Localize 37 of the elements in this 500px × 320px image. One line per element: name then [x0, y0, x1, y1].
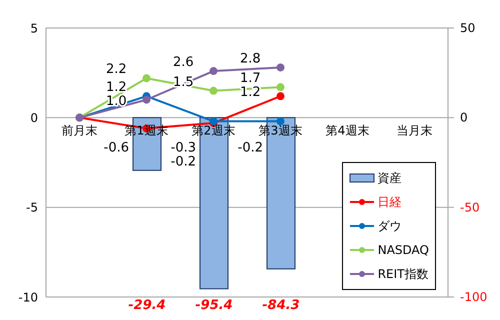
x-tick-label: 前月末 — [62, 124, 98, 138]
legend-label: NASDAQ — [378, 243, 429, 257]
point — [276, 117, 284, 126]
point — [210, 67, 218, 76]
legend-label: 資産 — [378, 170, 402, 186]
data-label: -29.4 — [128, 298, 166, 313]
legend-label: ダウ — [378, 218, 402, 234]
x-tick-label: 当月末 — [396, 124, 432, 138]
point — [276, 83, 284, 92]
data-label: 2.6 — [173, 55, 194, 70]
y2-tick-label: -50 — [460, 200, 480, 214]
data-label: 2.8 — [240, 51, 261, 66]
point — [142, 74, 150, 82]
y2-tick-label: 50 — [460, 21, 476, 35]
data-label: -0.3 — [170, 140, 196, 156]
y-tick-label: 5 — [30, 21, 38, 36]
data-label: 1.2 — [240, 85, 261, 100]
data-label: -0.2 — [238, 140, 264, 156]
y2-tick-label: -100 — [460, 290, 488, 304]
point — [276, 92, 284, 100]
y-tick-label: 0 — [30, 110, 38, 125]
data-label: -95.4 — [195, 298, 233, 313]
point — [142, 96, 150, 104]
data-label: 1.2 — [106, 80, 127, 96]
y2-tick-label: 0 — [460, 110, 468, 125]
y-tick-label: -5 — [26, 200, 38, 215]
point — [276, 63, 284, 72]
y-tick-label: -10 — [18, 290, 38, 304]
data-label: -84.3 — [262, 298, 300, 313]
x-tick-label: 第4週末 — [326, 124, 370, 138]
data-label: 1.7 — [240, 71, 261, 86]
point — [210, 86, 218, 95]
legend-label: REIT指数 — [378, 266, 429, 282]
legend-label: 日経 — [378, 194, 402, 210]
data-label: -0.2 — [170, 154, 196, 170]
data-label: -0.6 — [104, 140, 130, 156]
data-label: 2.2 — [106, 62, 127, 78]
